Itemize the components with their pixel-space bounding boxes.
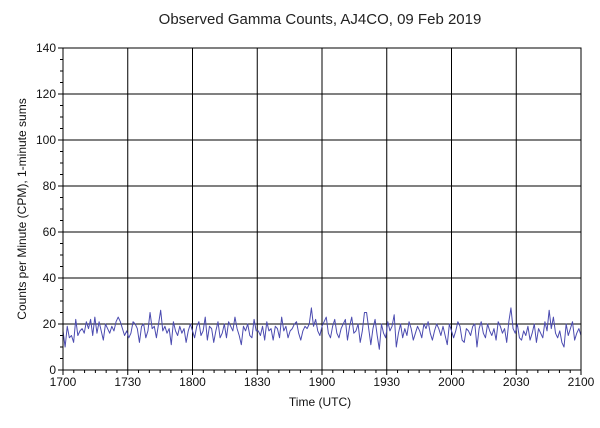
x-tick-label: 1700 — [50, 375, 77, 389]
series-layer — [62, 307, 582, 350]
y-tick-label: 100 — [36, 133, 56, 147]
x-tick-label: 2100 — [568, 375, 595, 389]
x-tick-label: 1900 — [309, 375, 336, 389]
x-tick-label: 2030 — [503, 375, 530, 389]
x-axis-ticks: 1700 1730 1800 1830 1900 1930 2000 2030 2100 — [50, 370, 595, 389]
y-tick-label: 80 — [43, 179, 57, 193]
y-tick-label: 60 — [43, 225, 57, 239]
x-tick-label: 1800 — [179, 375, 206, 389]
chart-title: Observed Gamma Counts, AJ4CO, 09 Feb 201… — [159, 11, 482, 28]
x-tick-label: 1730 — [114, 375, 141, 389]
y-tick-label: 20 — [43, 317, 57, 331]
y-tick-label: 140 — [36, 41, 56, 55]
y-axis-ticks: 0 20 40 60 80 100 120 140 — [36, 41, 63, 377]
x-tick-label: 1930 — [373, 375, 400, 389]
y-axis-label: Counts per Minute (CPM), 1-minute sums — [15, 98, 29, 319]
x-tick-label: 2000 — [438, 375, 465, 389]
grid — [63, 48, 581, 370]
y-tick-label: 40 — [43, 271, 57, 285]
y-tick-label: 120 — [36, 87, 56, 101]
x-tick-label: 1830 — [244, 375, 271, 389]
series-line — [62, 307, 582, 350]
y-tick-label: 0 — [49, 363, 56, 377]
x-axis-label: Time (UTC) — [289, 395, 351, 409]
